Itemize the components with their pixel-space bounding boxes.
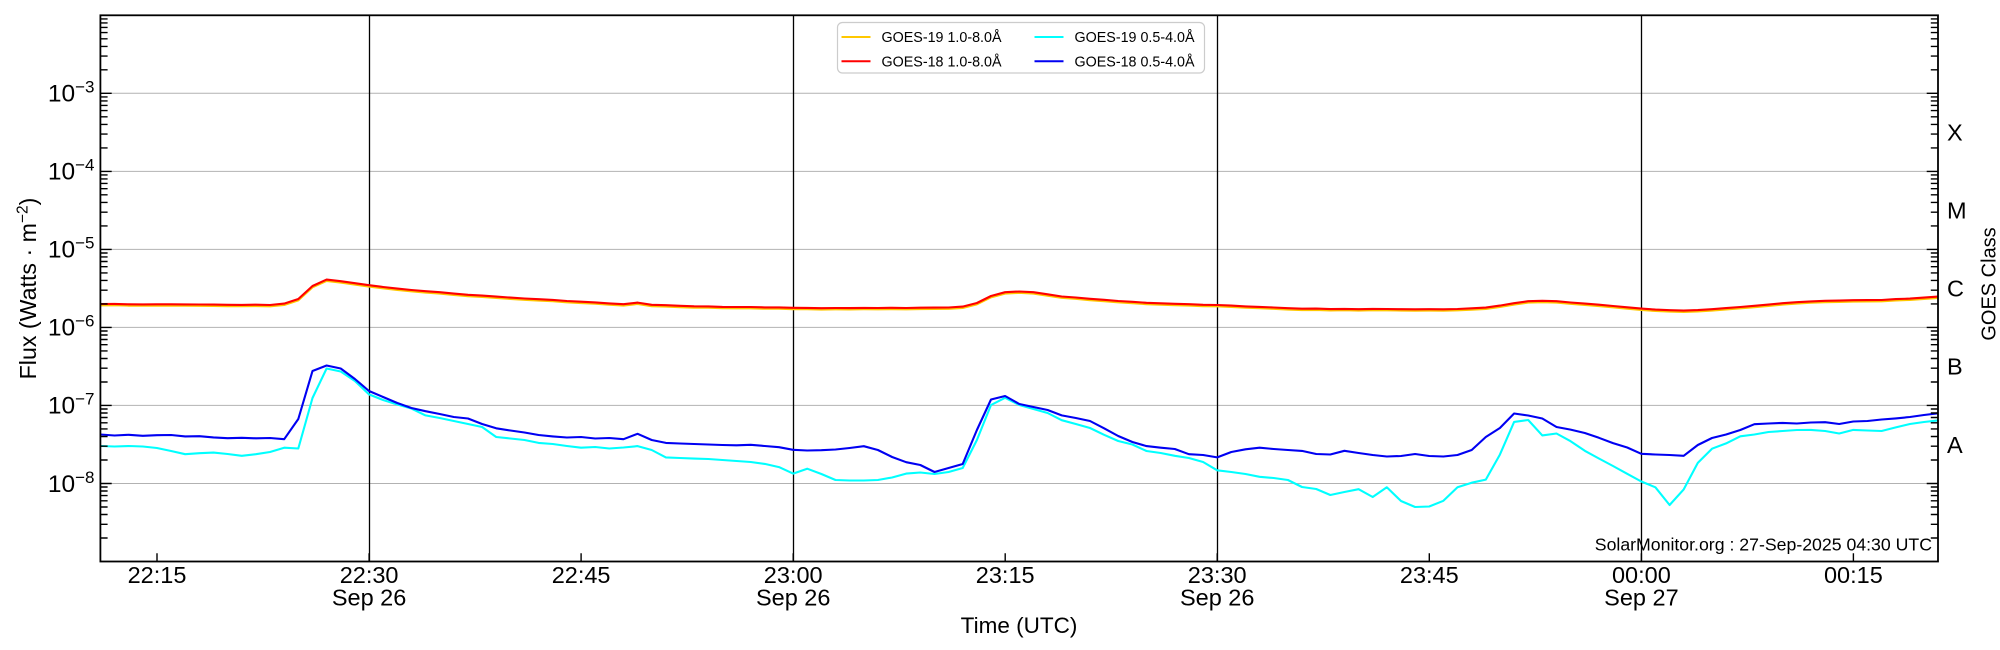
svg-text:GOES-19 0.5-4.0Å: GOES-19 0.5-4.0Å xyxy=(1075,29,1195,46)
svg-text:22:15: 22:15 xyxy=(128,562,187,588)
svg-text:GOES Class: GOES Class xyxy=(1979,227,2000,340)
svg-text:00:00: 00:00 xyxy=(1612,562,1671,588)
svg-text:Sep 26: Sep 26 xyxy=(332,585,406,611)
svg-text:10−7: 10−7 xyxy=(48,390,95,420)
svg-text:10−5: 10−5 xyxy=(48,234,95,264)
svg-text:GOES-18 1.0-8.0Å: GOES-18 1.0-8.0Å xyxy=(882,54,1002,71)
svg-text:C: C xyxy=(1947,276,1964,302)
svg-text:22:30: 22:30 xyxy=(340,562,399,588)
svg-text:SolarMonitor.org : 27-Sep-2025: SolarMonitor.org : 27-Sep-2025 04:30 UTC xyxy=(1595,535,1932,555)
svg-text:23:45: 23:45 xyxy=(1400,562,1459,588)
svg-text:23:00: 23:00 xyxy=(764,562,823,588)
svg-text:Sep 26: Sep 26 xyxy=(1180,585,1254,611)
svg-text:M: M xyxy=(1947,198,1967,224)
svg-text:GOES-18 0.5-4.0Å: GOES-18 0.5-4.0Å xyxy=(1075,54,1195,71)
svg-text:22:45: 22:45 xyxy=(552,562,611,588)
svg-text:10−8: 10−8 xyxy=(48,468,95,498)
svg-text:Time (UTC): Time (UTC) xyxy=(961,613,1078,638)
svg-text:10−6: 10−6 xyxy=(48,312,95,342)
svg-text:GOES-19 1.0-8.0Å: GOES-19 1.0-8.0Å xyxy=(882,29,1002,46)
svg-text:A: A xyxy=(1947,432,1963,458)
svg-text:X: X xyxy=(1947,120,1963,146)
svg-text:B: B xyxy=(1947,354,1963,380)
svg-text:23:15: 23:15 xyxy=(976,562,1035,588)
svg-text:Flux (Watts · m−2): Flux (Watts · m−2) xyxy=(15,198,42,380)
svg-text:Sep 27: Sep 27 xyxy=(1604,585,1678,611)
svg-text:23:30: 23:30 xyxy=(1188,562,1247,588)
svg-text:Sep 26: Sep 26 xyxy=(756,585,830,611)
svg-text:10−4: 10−4 xyxy=(48,156,95,186)
svg-text:10−3: 10−3 xyxy=(48,78,95,108)
svg-text:00:15: 00:15 xyxy=(1824,562,1883,588)
